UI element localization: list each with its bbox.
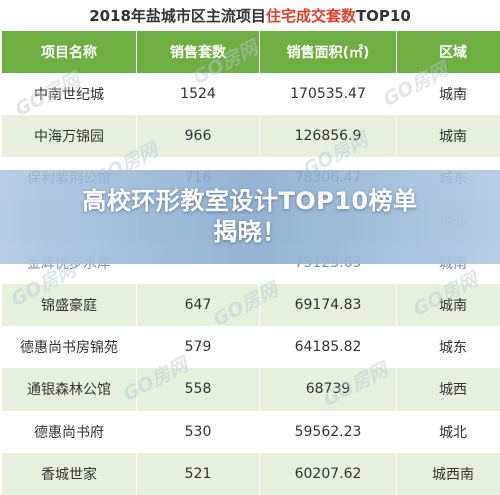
cell-sales-count: 579 (137, 326, 260, 368)
cell-sales-count: 966 (137, 115, 260, 157)
header-sales-count: 销售套数 (137, 31, 260, 73)
cell-region: 城西南 (397, 453, 500, 495)
cell-sales-area: 170535.47 (260, 73, 397, 115)
cell-region: 城北 (397, 411, 500, 453)
cell-project-name: 德惠尚书府 (2, 411, 137, 453)
table-header-row: 项目名称 销售套数 销售面积(㎡) 区域 (2, 31, 500, 73)
banner-headline: 高校环形教室设计TOP10榜单 (82, 186, 417, 217)
cell-region: 城南 (397, 115, 500, 157)
header-project-name: 项目名称 (2, 31, 137, 73)
cell-sales-area: 69174.83 (260, 284, 397, 326)
header-sales-area: 销售面积(㎡) (260, 31, 397, 73)
cell-sales-count: 521 (137, 453, 260, 495)
table-row: 香城世家 521 60207.62 城西南 (2, 453, 500, 495)
cell-project-name: 中南世纪城 (2, 73, 137, 115)
cell-sales-area: 126856.9 (260, 115, 397, 157)
cell-project-name: 中海万锦园 (2, 115, 137, 157)
cell-sales-count: 1524 (137, 73, 260, 115)
table-row: 中海万锦园 966 126856.9 城南 (2, 115, 500, 157)
banner-headline-continued: 揭晓！ (213, 217, 287, 248)
cell-sales-count: 558 (137, 368, 260, 410)
cell-region: 城南 (397, 73, 500, 115)
cell-project-name: 通银森林公馆 (2, 368, 137, 410)
table-row: 德惠尚书房锦苑 579 64185.82 城东 (2, 326, 500, 368)
cell-region: 城西 (397, 368, 500, 410)
cell-project-name: 锦盛豪庭 (2, 284, 137, 326)
cell-region: 城南 (397, 284, 500, 326)
table-row: 锦盛豪庭 647 69174.83 城南 (2, 284, 500, 326)
cell-sales-area: 59562.23 (260, 411, 397, 453)
table-row: 中南世纪城 1524 170535.47 城南 (2, 73, 500, 115)
headline-banner: 高校环形教室设计TOP10榜单 揭晓！ (0, 170, 500, 264)
title-suffix: TOP10 (356, 7, 411, 25)
cell-project-name: 香城世家 (2, 453, 137, 495)
title-prefix: 2018年盐城市区主流项目 (89, 5, 266, 26)
cell-sales-count: 530 (137, 411, 260, 453)
cell-sales-area: 68739 (260, 368, 397, 410)
cell-sales-area: 60207.62 (260, 453, 397, 495)
cell-sales-count: 647 (137, 284, 260, 326)
cell-sales-area: 64185.82 (260, 326, 397, 368)
table-row: 德惠尚书府 530 59562.23 城北 (2, 411, 500, 453)
cell-region: 城东 (397, 326, 500, 368)
title-highlight: 住宅成交套数 (266, 5, 356, 26)
table-row: 通银森林公馆 558 68739 城西 (2, 368, 500, 410)
header-region: 区域 (397, 31, 500, 73)
cell-project-name: 德惠尚书房锦苑 (2, 326, 137, 368)
